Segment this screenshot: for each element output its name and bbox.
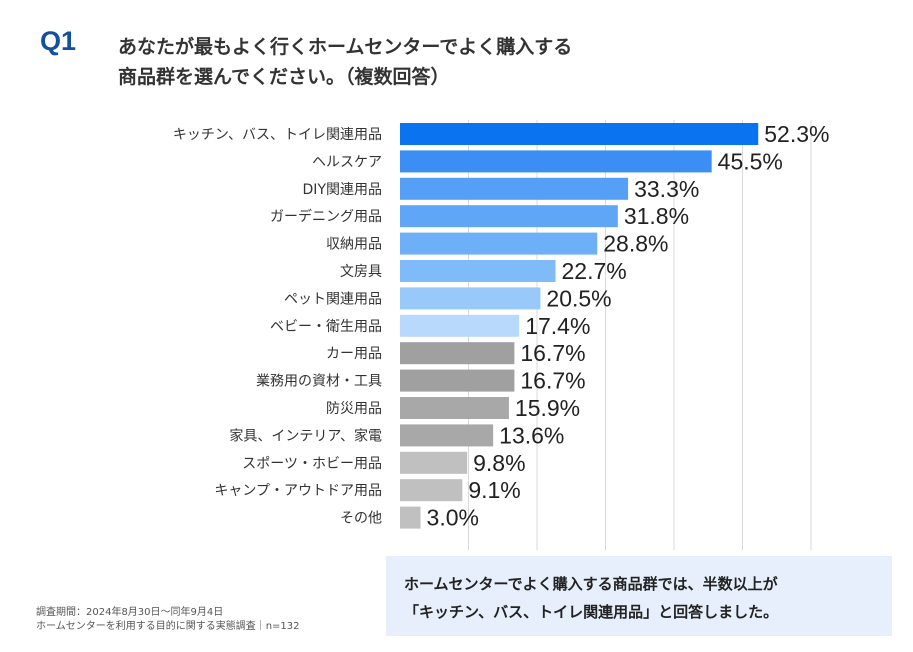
- value-label: 52.3%: [764, 121, 829, 147]
- question-text: あなたが最もよく行くホームセンターでよく購入する 商品群を選んでください。（複数…: [118, 32, 738, 92]
- question-line-2: 商品群を選んでください。（複数回答）: [118, 66, 450, 88]
- category-label: スポーツ・ホビー用品: [242, 456, 382, 472]
- value-label: 33.3%: [634, 176, 699, 202]
- value-label: 16.7%: [520, 368, 585, 394]
- bar: [400, 205, 618, 228]
- bar: [400, 287, 541, 310]
- category-label: ヘルスケア: [312, 154, 382, 170]
- bar: [400, 397, 509, 419]
- summary-line-1: ホームセンターでよく購入する商品群では、半数以上が: [404, 575, 778, 593]
- bar: [400, 342, 515, 365]
- question-line-1: あなたが最もよく行くホームセンターでよく購入する: [118, 36, 573, 58]
- value-label: 22.7%: [561, 258, 626, 284]
- category-label: キャンプ・アウトドア用品: [214, 483, 382, 499]
- value-label: 15.9%: [515, 395, 580, 421]
- category-label: 防災用品: [326, 401, 382, 417]
- summary-line-2: 「キッチン、バス、トイレ関連用品」と回答しました。: [404, 603, 779, 621]
- bar: [400, 260, 556, 282]
- value-label: 28.8%: [603, 231, 668, 257]
- value-label: 20.5%: [546, 285, 611, 311]
- bar: [400, 369, 515, 392]
- category-label: キッチン、バス、トイレ関連用品: [173, 127, 382, 143]
- survey-footnote: 調査期間：2024年8月30日〜同年9月4日 ホームセンターを利用する目的に関す…: [36, 606, 300, 634]
- value-label: 3.0%: [427, 505, 479, 531]
- value-label: 16.7%: [520, 340, 585, 366]
- question-number: Q1: [40, 26, 77, 56]
- bar: [400, 479, 463, 502]
- bar: [400, 177, 629, 200]
- category-label: 家具、インテリア、家電: [229, 427, 382, 444]
- bar: [400, 150, 712, 173]
- bar: [400, 506, 421, 529]
- value-label: 13.6%: [499, 422, 564, 448]
- category-label: ペット関連用品: [284, 291, 382, 307]
- value-label: 9.8%: [473, 450, 525, 476]
- value-label: 9.1%: [468, 477, 520, 503]
- category-label: DIY関連用品: [303, 182, 382, 198]
- category-label: 文房具: [340, 264, 382, 280]
- bar: [400, 424, 494, 447]
- category-label: その他: [340, 511, 382, 527]
- value-label: 17.4%: [525, 313, 590, 339]
- survey-description: ホームセンターを利用する目的に関する実態調査｜n=132: [36, 621, 300, 632]
- bar: [400, 451, 468, 474]
- bar: [400, 232, 598, 255]
- value-label: 45.5%: [718, 148, 783, 174]
- value-label: 31.8%: [624, 203, 689, 229]
- category-label: ベビー・衛生用品: [270, 319, 382, 335]
- bar-chart: キッチン、バス、トイレ関連用品 52.3% ヘルスケア 45.5% DIY関連用品 33.…: [173, 120, 829, 550]
- bar: [400, 314, 520, 337]
- category-label: 業務用の資材・工具: [256, 374, 382, 390]
- summary-box: ホームセンターでよく購入する商品群では、半数以上が 「キッチン、バス、トイレ関連…: [386, 556, 892, 636]
- bar: [400, 123, 759, 145]
- category-label: カー用品: [326, 346, 382, 362]
- category-label: 収納用品: [326, 237, 382, 253]
- survey-period: 調査期間：2024年8月30日〜同年9月4日: [36, 607, 224, 618]
- category-label: ガーデニング用品: [270, 208, 382, 225]
